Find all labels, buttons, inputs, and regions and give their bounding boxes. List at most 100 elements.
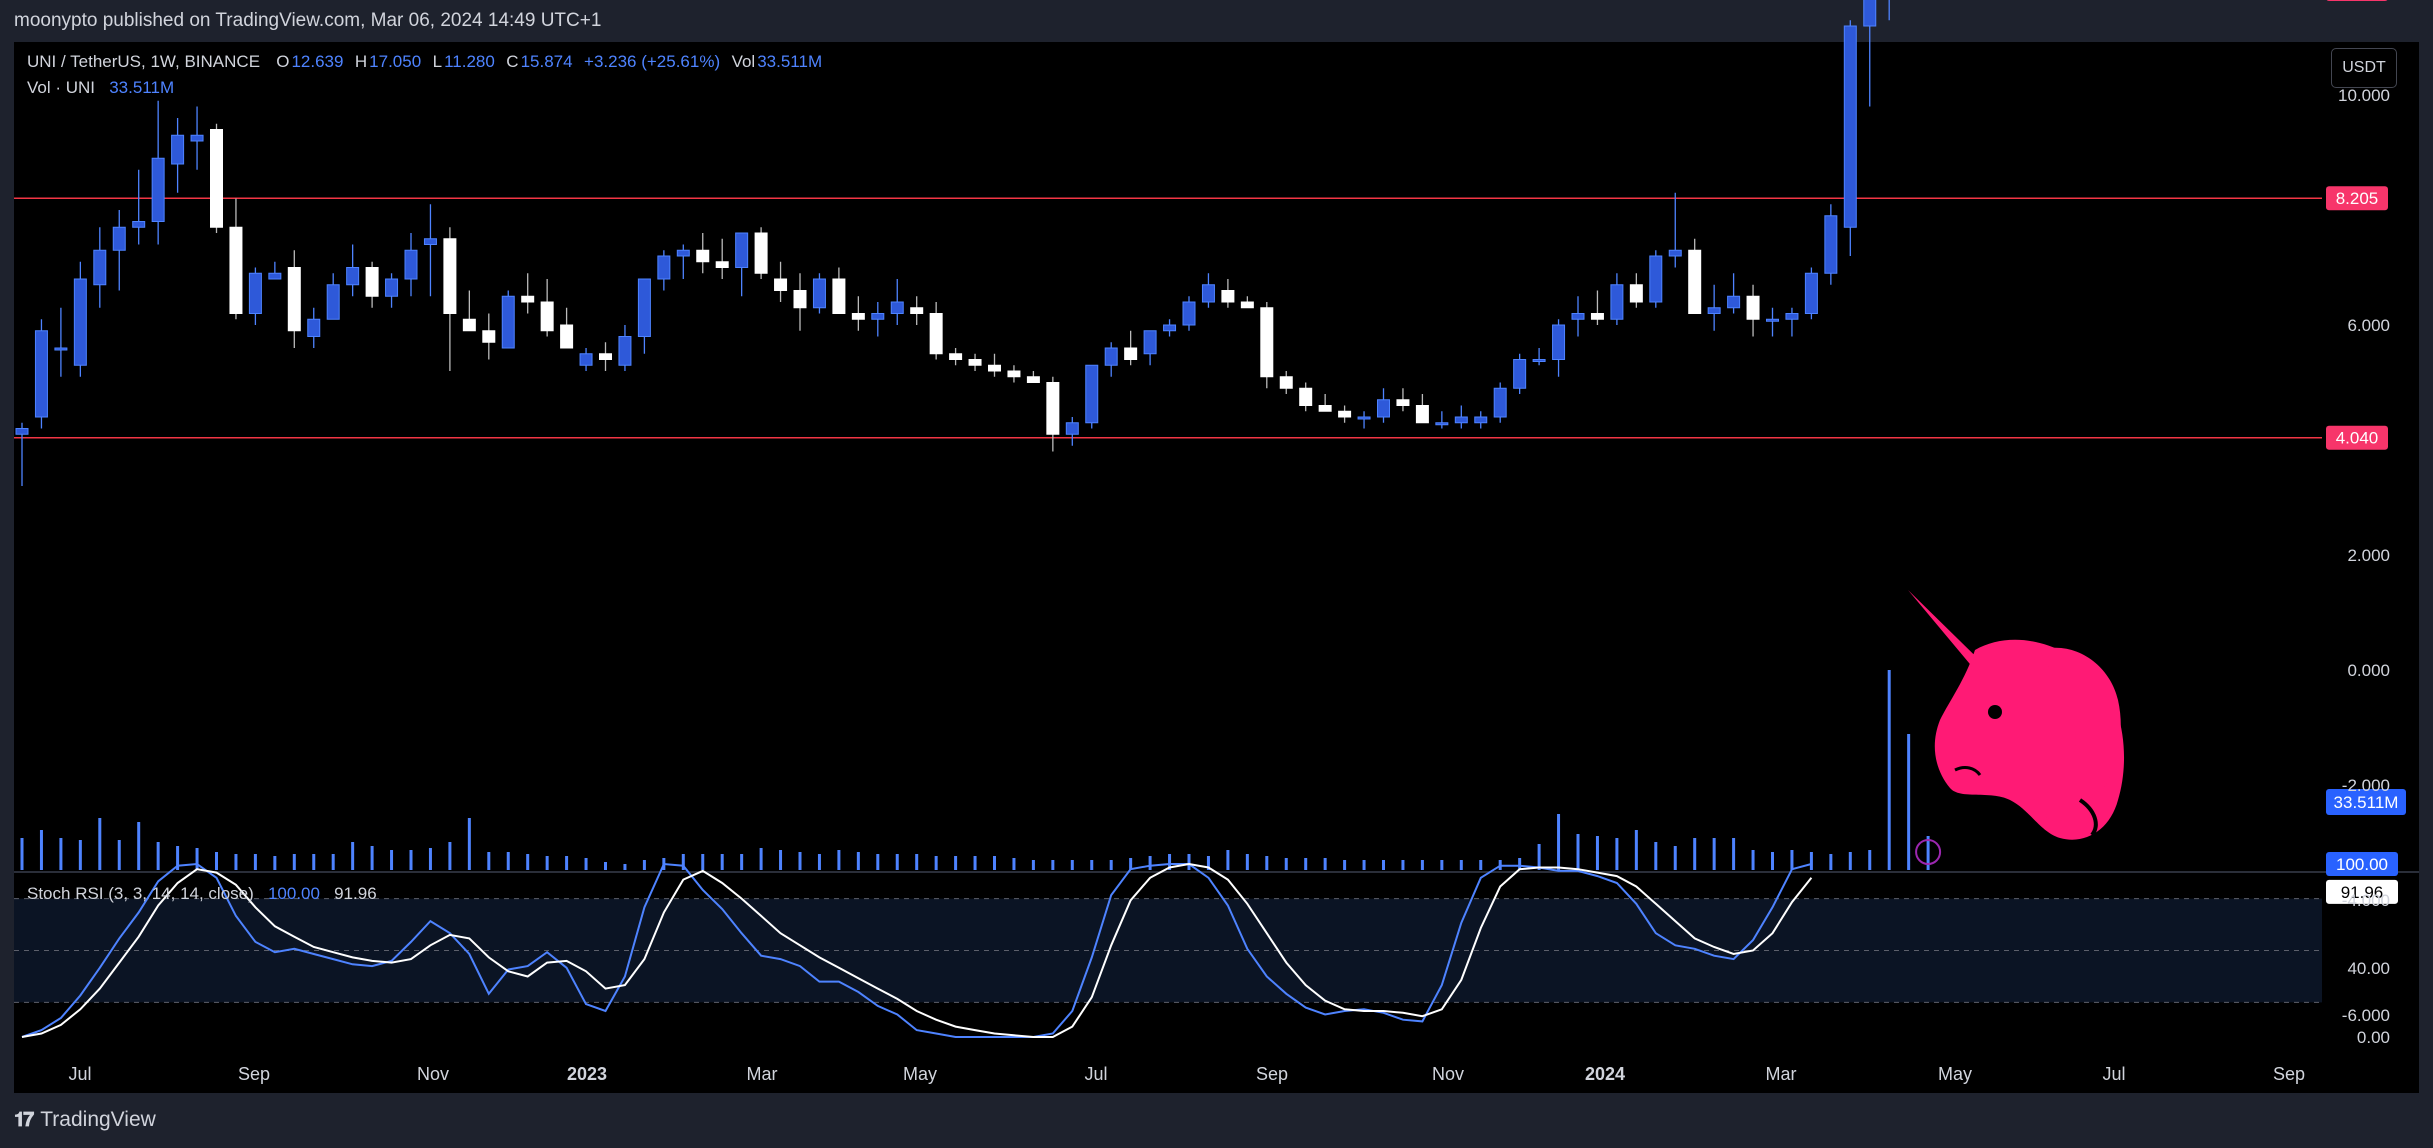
candle-body [1396, 399, 1410, 406]
stoch-d-line [21, 862, 1813, 1038]
tradingview-logo-icon: 𝟏𝟕 [14, 1108, 34, 1131]
candle-body [871, 313, 885, 320]
candle-body [1201, 284, 1215, 303]
volume-bar [1129, 858, 1133, 870]
volume-bar [20, 838, 24, 870]
volume-bar [331, 854, 335, 870]
x-tick-label: Mar [747, 1064, 778, 1084]
candle-body [1454, 416, 1468, 424]
x-tick-label: Sep [2273, 1064, 2305, 1084]
volume-bar [1654, 842, 1658, 870]
volume-bar [195, 848, 199, 870]
volume-bar [487, 852, 491, 870]
volume-bar [1848, 852, 1852, 870]
candle-body [1785, 313, 1799, 320]
candle-body [1415, 405, 1429, 424]
candle-body [735, 232, 749, 268]
candle-body [1493, 387, 1507, 418]
footer-brand[interactable]: TradingView [40, 1108, 156, 1131]
candle-body [34, 330, 48, 418]
volume-bar [1362, 860, 1366, 870]
candle-body [248, 272, 262, 314]
volume-bar [973, 856, 977, 870]
candle-body [1260, 307, 1274, 378]
footer: 𝟏𝟕 TradingView [14, 1108, 156, 1132]
volume-bar [428, 848, 432, 870]
candle-body [579, 353, 593, 366]
vol-series-value: 33.511M [109, 78, 175, 97]
volume-bar [1557, 814, 1561, 870]
candle-body [521, 295, 535, 303]
stoch-k-tag-label: 100.00 [2336, 855, 2388, 874]
volume-bar [1673, 846, 1677, 870]
candle-body [832, 278, 846, 314]
low-value: 11.280 [444, 52, 495, 71]
candle-body [676, 249, 690, 257]
volume-bar [215, 852, 218, 870]
candle-body [482, 330, 496, 343]
level-tag [2326, 425, 2388, 450]
y-tick-label: 2.000 [2347, 546, 2390, 565]
candle-body [1746, 295, 1760, 320]
high-value: 17.050 [369, 52, 422, 71]
currency-button[interactable]: USDT [2331, 48, 2397, 88]
candle-body [1571, 313, 1585, 320]
volume-bar [1712, 838, 1716, 870]
volume-bar [39, 830, 43, 870]
stoch-legend: Stoch RSI (3, 3, 14, 14, close) 100.00 9… [27, 884, 377, 904]
stoch-tick-label: 0.00 [2357, 1028, 2390, 1047]
volume-bar [584, 858, 588, 870]
stoch-label[interactable]: Stoch RSI (3, 3, 14, 14, close) [27, 884, 254, 903]
candle-body [657, 255, 671, 280]
volume-bar [1245, 854, 1249, 870]
candle-body [812, 278, 826, 309]
volume-bar [1187, 854, 1191, 870]
candle-body [54, 347, 68, 351]
volume-bar [526, 854, 530, 870]
symbol-label[interactable]: UNI / TetherUS, 1W, BINANCE [27, 52, 261, 71]
x-tick-label: 2024 [1585, 1064, 1625, 1084]
high-label: H [354, 52, 368, 71]
volume-bar [1168, 854, 1172, 870]
volume-bar [1887, 670, 1891, 870]
volume-bar [292, 854, 296, 870]
volume-bar [506, 852, 510, 870]
volume-bar [390, 850, 394, 870]
volume-bar [1595, 836, 1599, 870]
volume-bar [915, 854, 919, 870]
candle-body [1065, 422, 1079, 435]
candle-body [715, 261, 729, 268]
candle-body [949, 353, 963, 360]
volume-bar [856, 852, 860, 870]
x-tick-label: Sep [238, 1064, 270, 1084]
volume-bar [467, 818, 471, 870]
candle-body [1863, 0, 1877, 27]
volume-bar [1926, 836, 1930, 870]
candle-body [1377, 399, 1390, 418]
volume-bar [1693, 838, 1697, 870]
vol-series-label[interactable]: Vol · UNI [27, 78, 96, 97]
candle-body [1240, 301, 1254, 309]
candle-body [112, 226, 126, 251]
x-tick-label: Mar [1766, 1064, 1797, 1084]
y-tick-label: 6.000 [2347, 316, 2390, 335]
candle-body [15, 428, 29, 435]
candle-body [1824, 215, 1838, 274]
x-tick-label: Nov [1432, 1064, 1464, 1084]
volume-bar [993, 856, 996, 870]
open-value: 12.639 [291, 52, 344, 71]
candle-body [1668, 249, 1682, 257]
candle-body [1707, 307, 1721, 314]
candle-body [1843, 25, 1857, 228]
volume-bar [117, 840, 121, 870]
candle-body [929, 313, 943, 355]
volume-bar [137, 822, 141, 870]
volume-bar [954, 856, 958, 870]
lightning-icon [1915, 839, 1942, 865]
volume-bar [59, 838, 63, 870]
candle-body [1124, 347, 1138, 360]
candle-body [229, 226, 243, 314]
logo-swirl [2078, 798, 2098, 837]
volume-bar [876, 854, 880, 870]
